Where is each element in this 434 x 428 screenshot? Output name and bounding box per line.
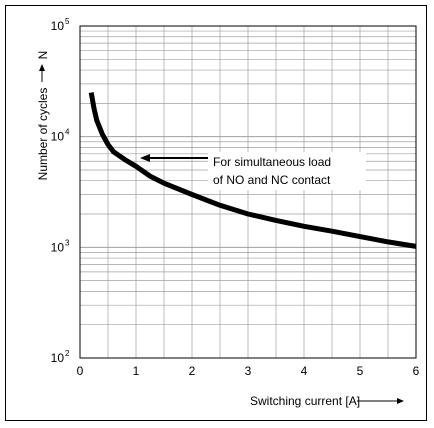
x-tick-label: 0 — [77, 364, 84, 378]
x-tick-label: 4 — [301, 364, 308, 378]
y-tick-label: 10 — [51, 351, 65, 365]
chart-frame — [5, 5, 427, 421]
grid — [79, 25, 417, 359]
annotation-arrowhead — [140, 154, 150, 162]
y-tick-label: 10 — [51, 130, 65, 144]
curve-layer — [88, 92, 417, 249]
plot-area-border — [79, 25, 417, 359]
series-line-0 — [88, 92, 417, 249]
x-tick-label: 3 — [245, 364, 252, 378]
y-axis-arrow — [39, 64, 45, 82]
annotation-line-2: of NO and NC contact — [213, 173, 331, 187]
y-axis-label: Number of cycles — [36, 88, 50, 181]
y-tick-exponent: 4 — [65, 128, 70, 137]
x-tick-label: 2 — [189, 364, 196, 378]
y-tick-label: 10 — [51, 240, 65, 254]
x-tick-label: 1 — [133, 364, 140, 378]
x-tick-label: 6 — [413, 364, 420, 378]
x-axis-arrow — [357, 398, 404, 404]
y-tick-label: 10 — [51, 19, 65, 33]
annotation: For simultaneous load of NO and NC conta… — [140, 152, 366, 190]
annotation-line-1: For simultaneous load — [213, 155, 331, 169]
x-tick-label: 5 — [357, 364, 364, 378]
y-axis-symbol: N — [36, 51, 50, 60]
x-axis-label: Switching current [A] — [250, 394, 360, 408]
y-tick-exponent: 3 — [65, 238, 70, 247]
y-tick-exponent: 2 — [65, 349, 70, 358]
y-tick-exponent: 5 — [65, 17, 70, 26]
